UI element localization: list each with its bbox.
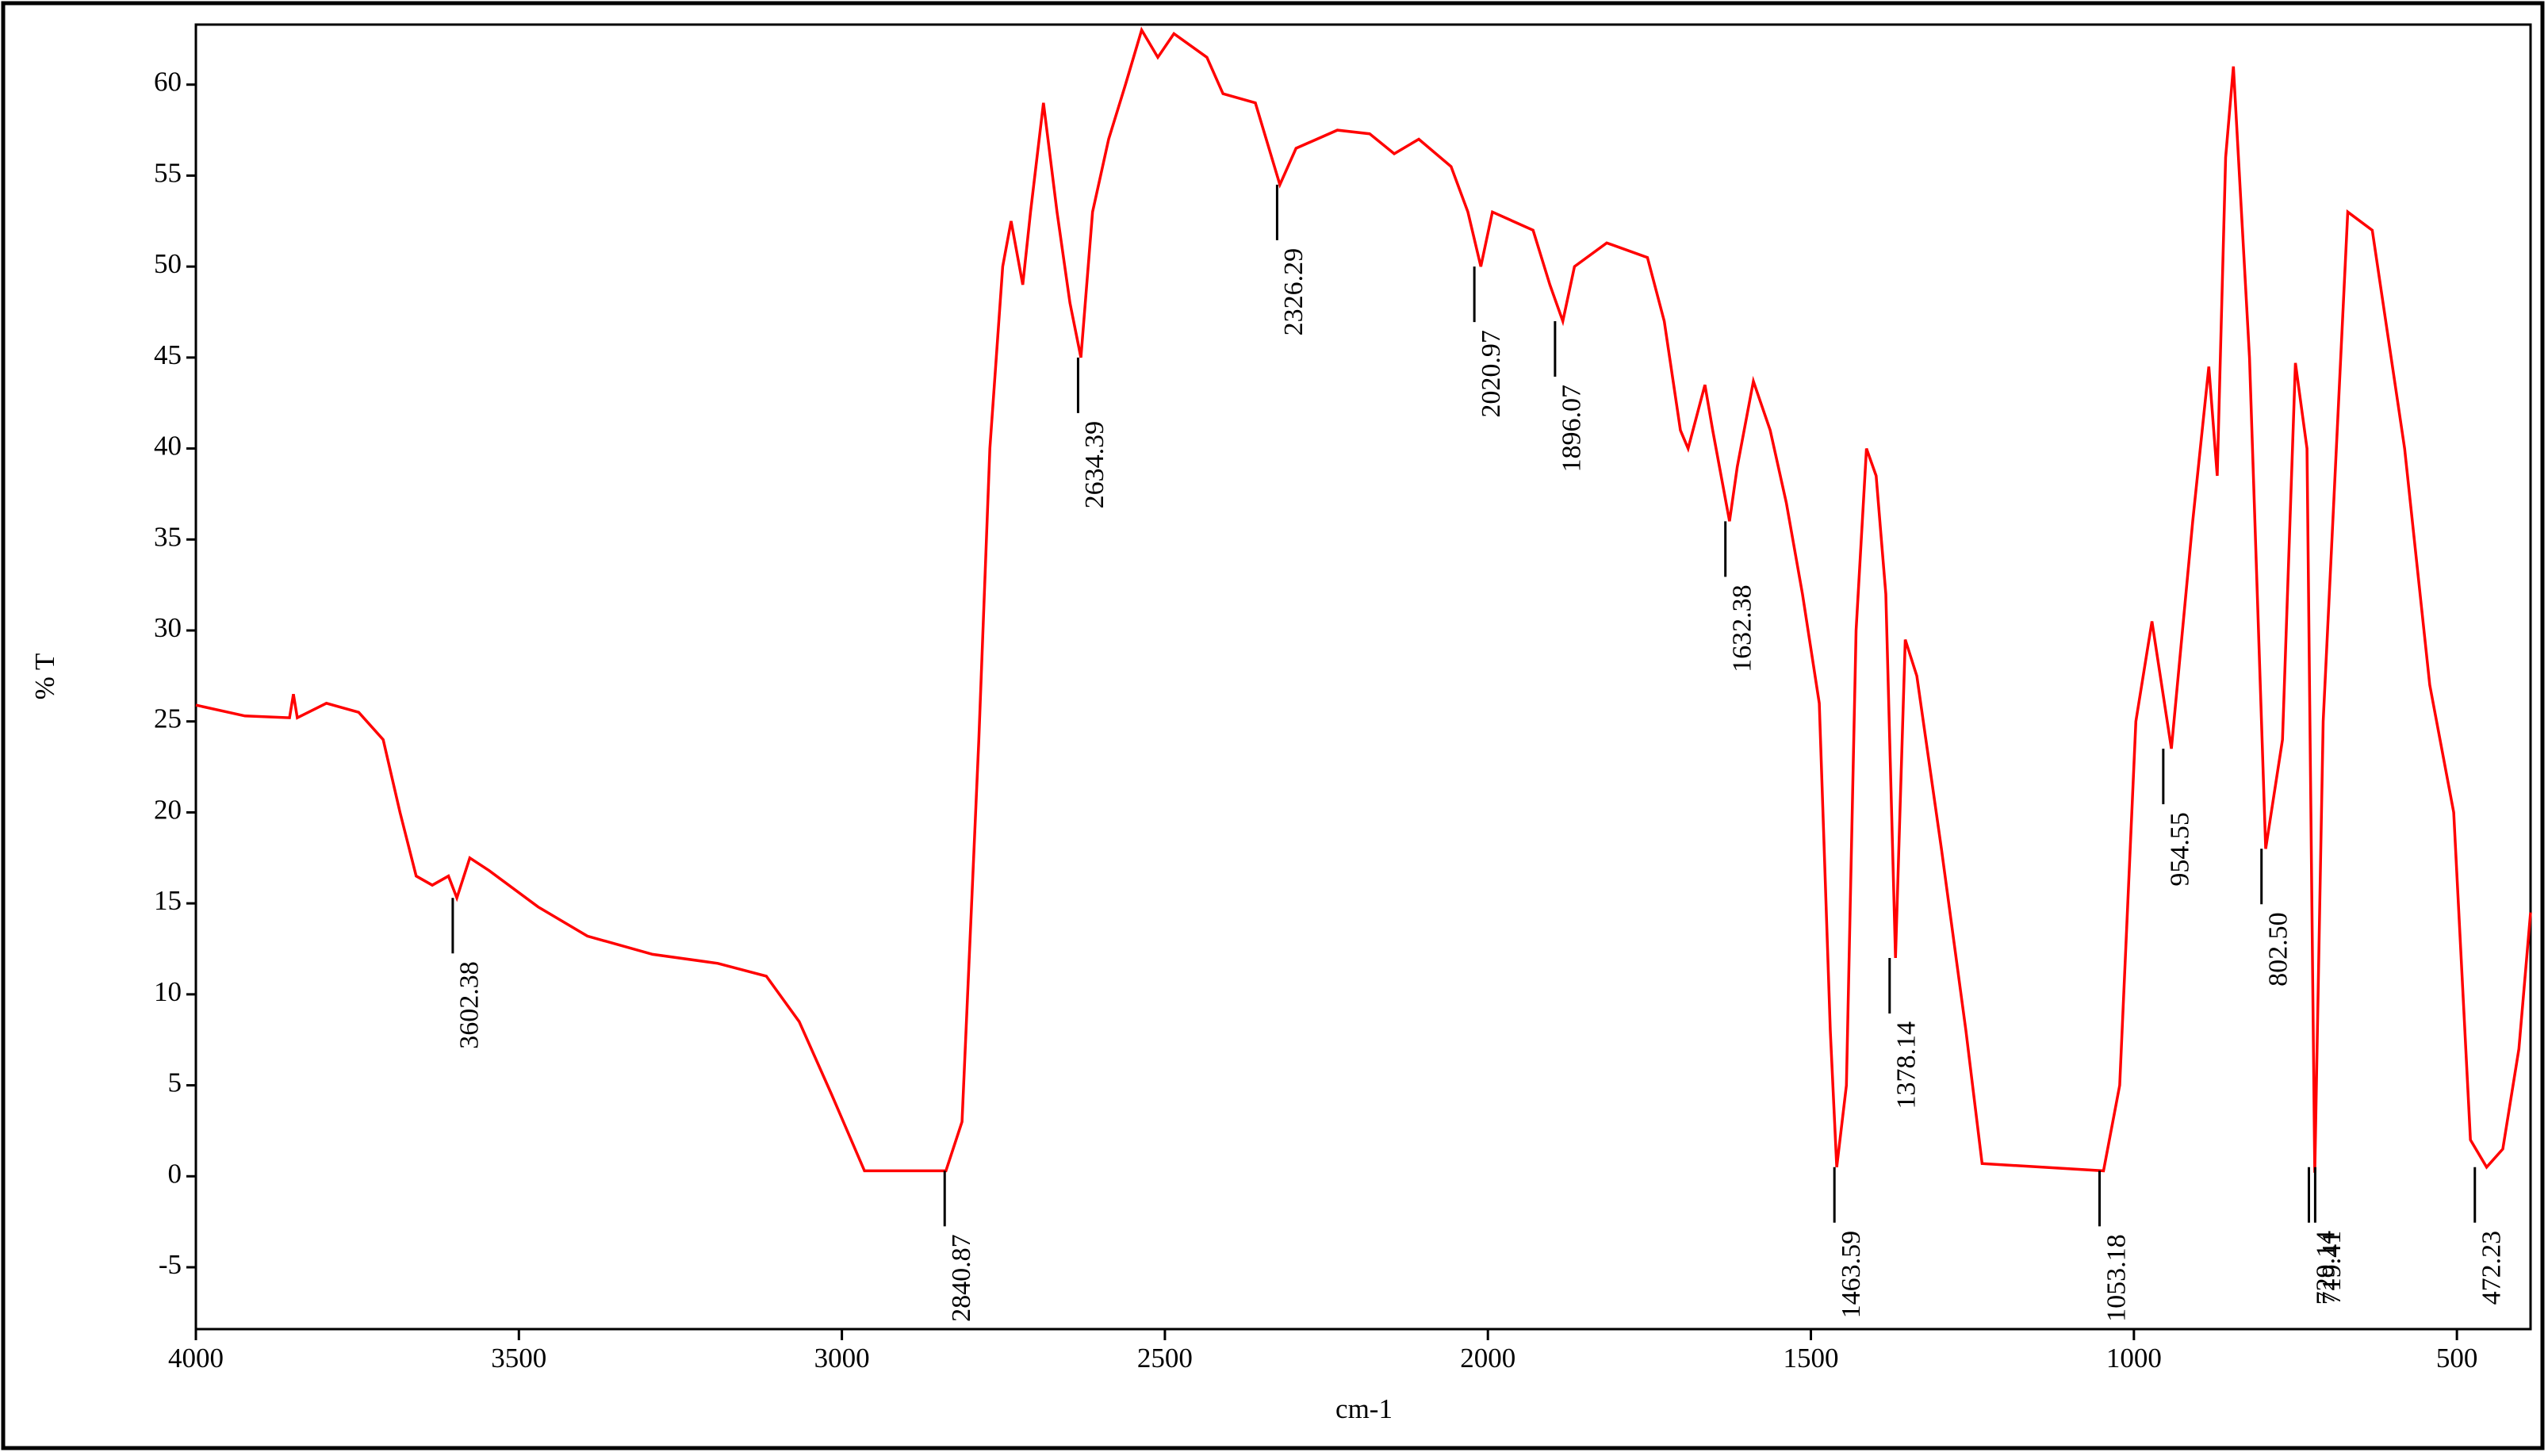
x-tick-label: 4000 — [168, 1343, 224, 1374]
peak-label: 472.23 — [2477, 1231, 2507, 1305]
y-tick-label: 30 — [154, 612, 182, 643]
x-tick-label: 2500 — [1137, 1343, 1193, 1374]
x-tick-label: 1000 — [2106, 1343, 2162, 1374]
y-tick-label: 35 — [154, 521, 182, 552]
peak-label: 2634.39 — [1080, 421, 1109, 509]
peak-label: 1378.14 — [1892, 1021, 1922, 1109]
y-tick-label: 45 — [154, 339, 182, 370]
y-tick-label: 10 — [154, 976, 182, 1007]
peak-label: 2840.87 — [947, 1234, 976, 1322]
x-tick-label: 1500 — [1784, 1343, 1839, 1374]
peak-label: 954.55 — [2166, 812, 2195, 887]
y-tick-label: 15 — [154, 885, 182, 916]
x-axis-label: cm-1 — [1335, 1393, 1393, 1424]
x-tick-label: 500 — [2436, 1343, 2478, 1374]
x-tick-label: 2000 — [1460, 1343, 1515, 1374]
y-tick-label: 40 — [154, 431, 182, 462]
plot-frame — [194, 23, 2532, 1331]
spectrum-line — [195, 26, 2532, 1173]
peak-label: 2326.29 — [1279, 248, 1308, 336]
peak-label: 1896.07 — [1558, 385, 1587, 472]
y-tick-label: -5 — [159, 1249, 182, 1280]
y-tick-label: 20 — [154, 794, 182, 825]
y-tick-label: 60 — [154, 67, 182, 98]
peak-label: 1053.18 — [2102, 1234, 2131, 1322]
peak-label: 719.41 — [2317, 1231, 2347, 1305]
peak-label: 729.14 — [2311, 1231, 2340, 1305]
y-tick-label: 0 — [168, 1158, 182, 1189]
y-tick-label: 55 — [154, 157, 182, 188]
peak-label: 3602.38 — [455, 961, 485, 1049]
peak-label: 1463.59 — [1837, 1231, 1866, 1319]
x-tick-label: 3000 — [814, 1343, 870, 1374]
peak-label: 2020.97 — [1477, 330, 1506, 418]
y-tick-label: 5 — [168, 1067, 182, 1098]
y-axis-label: % T — [29, 653, 60, 700]
peak-label: 1632.38 — [1727, 584, 1757, 672]
y-tick-label: 50 — [154, 248, 182, 279]
x-tick-label: 3500 — [491, 1343, 546, 1374]
y-tick-label: 25 — [154, 703, 182, 734]
peak-label: 802.50 — [2264, 912, 2293, 987]
